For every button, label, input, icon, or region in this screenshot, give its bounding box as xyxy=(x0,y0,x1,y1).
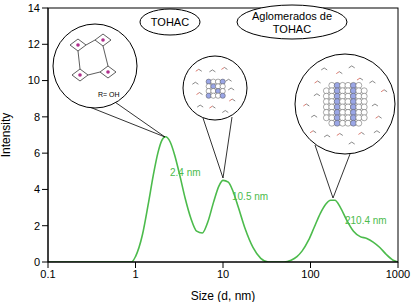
svg-text:4: 4 xyxy=(34,183,40,195)
svg-text:Intensity: Intensity xyxy=(0,113,13,158)
svg-text:0.1: 0.1 xyxy=(40,268,55,280)
svg-text:Size (d, nm): Size (d, nm) xyxy=(191,289,256,302)
svg-text:8: 8 xyxy=(34,111,40,123)
svg-text:TOHAC: TOHAC xyxy=(273,23,311,35)
svg-text:210.4 nm: 210.4 nm xyxy=(345,215,387,226)
svg-text:6: 6 xyxy=(34,147,40,159)
svg-text:1: 1 xyxy=(132,268,138,280)
svg-text:10: 10 xyxy=(217,268,229,280)
svg-text:R= OH: R= OH xyxy=(98,91,120,98)
svg-text:2.4 nm: 2.4 nm xyxy=(170,167,201,178)
svg-text:10.5 nm: 10.5 nm xyxy=(232,191,268,202)
svg-text:1000: 1000 xyxy=(386,268,410,280)
svg-text:10: 10 xyxy=(28,74,40,86)
svg-text:12: 12 xyxy=(28,38,40,50)
svg-text:2: 2 xyxy=(34,220,40,232)
svg-text:Aglomerados de: Aglomerados de xyxy=(252,10,332,22)
svg-text:TOHAC: TOHAC xyxy=(151,16,189,28)
svg-text:100: 100 xyxy=(301,268,319,280)
svg-text:14: 14 xyxy=(28,2,40,14)
svg-text:0: 0 xyxy=(34,256,40,268)
